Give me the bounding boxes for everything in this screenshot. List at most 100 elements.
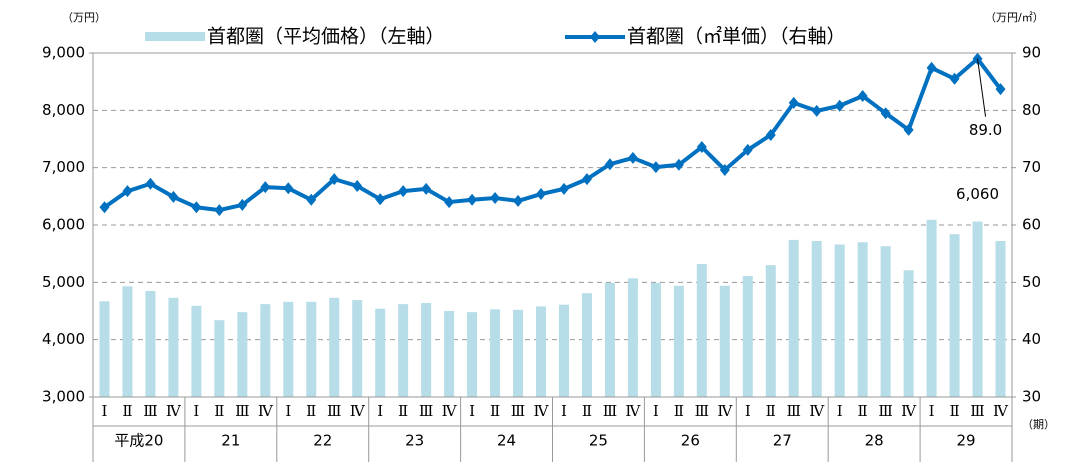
marker: [467, 193, 478, 206]
bar: [421, 302, 432, 397]
bar: [168, 297, 179, 397]
leader-line: [977, 58, 987, 117]
marker: [949, 72, 960, 85]
marker: [490, 192, 501, 205]
x-tick-label: Ⅱ: [674, 402, 684, 420]
x-tick-label: Ⅳ: [442, 402, 458, 420]
x-tick-label: Ⅲ: [603, 402, 617, 420]
right-unit: （万円/㎡）: [985, 11, 1044, 24]
bar: [765, 265, 776, 397]
y2-tick-label: 60: [1022, 216, 1041, 234]
marker: [444, 196, 455, 209]
x-tick-label: Ⅲ: [787, 402, 801, 420]
y-tick-label: 9,000: [42, 44, 85, 62]
x-tick-label: Ⅱ: [122, 402, 132, 420]
bar: [949, 234, 960, 397]
data-label: 89.0: [969, 121, 1002, 139]
y2-tick-label: 50: [1022, 273, 1041, 291]
x-tick-label: Ⅰ: [102, 402, 108, 420]
marker: [283, 182, 294, 195]
bar: [558, 304, 569, 397]
marker: [903, 123, 914, 136]
marker: [398, 185, 409, 198]
x-tick-label: Ⅳ: [166, 402, 182, 420]
group-label: 25: [589, 432, 608, 450]
group-label: 21: [221, 432, 240, 450]
bar: [673, 285, 684, 397]
marker: [375, 193, 386, 206]
y-tick-label: 8,000: [42, 101, 85, 119]
marker: [788, 96, 799, 109]
x-tick-label: Ⅰ: [285, 402, 291, 420]
x-tick-label: Ⅰ: [193, 402, 199, 420]
marker: [857, 90, 868, 102]
x-tick-label: Ⅰ: [469, 402, 475, 420]
y2-tick-label: 80: [1022, 101, 1041, 119]
x-tick-label: Ⅲ: [419, 402, 433, 420]
y-tick-label: 6,000: [42, 216, 85, 234]
bar: [398, 304, 409, 397]
marker: [421, 182, 432, 195]
x-tick-label: Ⅱ: [858, 402, 868, 420]
marker: [604, 158, 615, 171]
x-tick-label: Ⅰ: [561, 402, 567, 420]
marker: [742, 143, 753, 156]
group-label: 29: [957, 432, 976, 450]
x-tick-label: Ⅳ: [809, 402, 825, 420]
x-tick-label: Ⅱ: [490, 402, 500, 420]
bar: [306, 301, 317, 397]
x-tick-label: Ⅰ: [653, 402, 659, 420]
x-tick-label: Ⅱ: [766, 402, 776, 420]
bar: [788, 239, 799, 397]
bar: [972, 221, 983, 397]
x-tick-label: Ⅲ: [235, 402, 249, 420]
x-tick-label: Ⅲ: [695, 402, 709, 420]
bar: [375, 308, 386, 397]
group-label: 22: [313, 432, 332, 450]
x-tick-label: Ⅳ: [625, 402, 641, 420]
marker: [513, 194, 524, 207]
legend-label: 首都圏（平均価格）（左軸）: [207, 26, 445, 48]
marker: [260, 181, 271, 194]
bar: [650, 282, 661, 397]
left-unit: （万円）: [62, 11, 106, 24]
x-tick-label: Ⅲ: [327, 402, 341, 420]
bar: [99, 301, 110, 397]
bar: [880, 246, 891, 397]
y2-tick-label: 90: [1022, 44, 1041, 62]
marker: [719, 163, 730, 176]
bar: [834, 244, 845, 397]
marker: [558, 182, 569, 195]
bar: [536, 306, 547, 397]
bar: [467, 312, 478, 397]
marker: [880, 107, 891, 120]
group-label: 26: [681, 432, 700, 450]
x-tick-label: Ⅳ: [258, 402, 274, 420]
marker: [99, 201, 110, 214]
marker: [765, 128, 776, 141]
bar: [604, 282, 615, 397]
x-tick-label: Ⅳ: [901, 402, 917, 420]
x-tick-label: Ⅳ: [993, 402, 1009, 420]
bar: [742, 276, 753, 397]
bar: [903, 270, 914, 397]
x-tick-label: Ⅱ: [582, 402, 592, 420]
legend-label: 首都圏（㎡単価）（右軸）: [627, 25, 846, 48]
bar: [490, 309, 501, 397]
bar: [696, 263, 707, 397]
marker: [191, 201, 202, 214]
bar: [513, 309, 524, 397]
y2-tick-label: 30: [1022, 388, 1041, 406]
line: [103, 56, 1003, 213]
marker: [995, 83, 1006, 96]
marker: [329, 173, 340, 186]
bar: [214, 320, 225, 397]
marker: [972, 52, 983, 65]
y2-tick-label: 70: [1022, 158, 1041, 176]
marker: [352, 180, 363, 193]
group-label: 28: [865, 432, 884, 450]
legend-swatch: [145, 32, 205, 41]
x-tick-label: Ⅲ: [878, 402, 892, 420]
marker: [673, 158, 684, 171]
